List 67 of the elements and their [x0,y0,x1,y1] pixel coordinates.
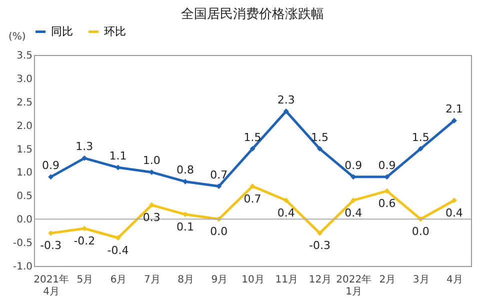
data-label: 0.6 [378,196,396,210]
y-tick-label: 1.5 [16,144,32,156]
data-label: 1.3 [76,140,94,154]
y-tick-label: 3.5 [16,50,32,62]
legend-label: 同比 [51,24,73,38]
data-label: 1.5 [412,130,430,144]
point [148,202,154,208]
data-label: 0.7 [210,168,228,182]
y-tick-label: 0.5 [16,191,32,202]
data-label: -0.3 [308,239,330,252]
data-label: 1.0 [142,154,160,168]
point [82,155,88,161]
point [250,146,256,152]
data-label: 2.1 [445,102,463,116]
data-label: 0.4 [445,206,463,220]
y-tick-label: 1.0 [16,168,32,179]
x-tick-label: 11月 [275,274,298,286]
point [451,118,457,124]
x-tick-label: 8月 [178,274,194,286]
data-label: 0.3 [142,211,160,224]
x-tick-label: 9月 [211,274,228,286]
y-tick-label: -0.5 [12,238,32,250]
x-tick-label: 7月 [144,274,160,286]
data-label: 0.9 [42,158,60,172]
y-tick-label: 0.0 [16,214,32,226]
x-tick-label: 6月 [110,274,127,286]
x-tick-label: 5月 [76,274,94,286]
x-tick-label: 2021年 4月 [34,274,70,298]
data-label: 1.5 [310,130,328,144]
y-axis-title: (%) [8,32,26,42]
x-tick-label: 3月 [412,274,430,286]
point [283,108,289,114]
data-label: 0.1 [176,220,194,234]
point [316,146,322,152]
data-label: 0.8 [176,164,194,177]
data-label: -0.3 [40,239,62,252]
chart-title: 全国居民消费价格涨跌幅 [181,7,324,22]
x-tick-label: 2月 [379,274,396,286]
point [451,198,457,204]
x-tick-label: 4月 [446,274,463,286]
data-label: -0.2 [74,234,96,248]
data-label: 0.7 [244,192,262,206]
data-label: 0.4 [277,206,295,220]
point [48,174,54,180]
x-tick-label: 12月 [308,274,332,286]
y-tick-label: 3.0 [16,74,32,85]
data-label: -0.4 [107,244,129,257]
legend-label: 环比 [104,24,126,38]
y-tick-label: 2.0 [16,120,32,132]
data-label: 1.1 [109,150,127,163]
data-label: 0.9 [378,158,396,172]
y-tick-label: 2.5 [16,97,32,108]
y-tick-label: -1.0 [12,262,32,272]
data-label: 0.4 [344,206,362,220]
x-tick-label: 2022年 1月 [336,274,372,298]
point [418,146,424,152]
data-label: 0.9 [344,158,362,172]
point [283,198,289,204]
data-label: 0.0 [412,225,430,238]
point [316,230,322,236]
x-tick-label: 10月 [242,274,264,286]
point [384,188,390,194]
data-label: 2.3 [277,93,295,106]
point [250,184,256,190]
data-label: 0.0 [210,225,228,238]
point [350,198,356,204]
data-label: 1.5 [244,130,262,144]
